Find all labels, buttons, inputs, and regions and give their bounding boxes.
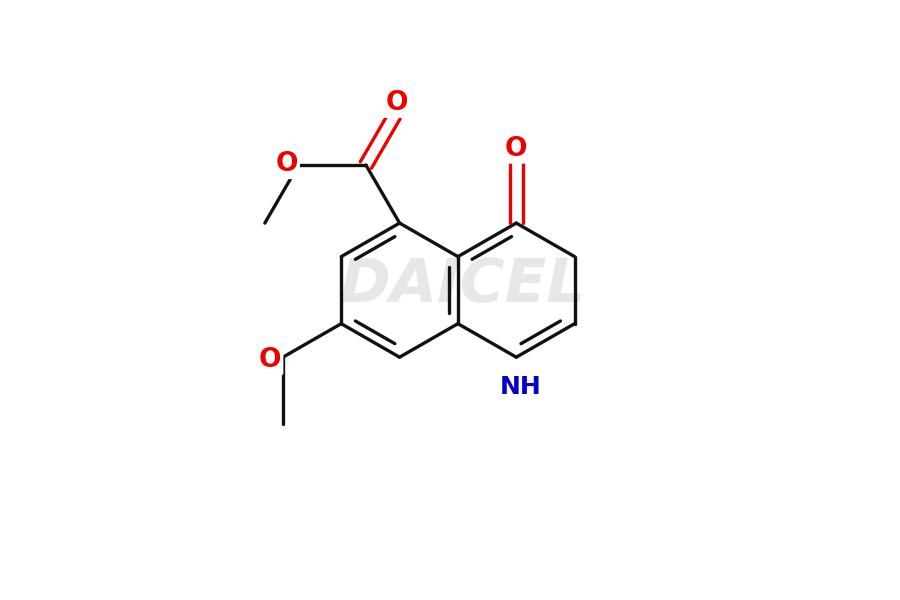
Text: O: O bbox=[505, 136, 527, 161]
Text: O: O bbox=[275, 151, 298, 177]
Text: DAICEL: DAICEL bbox=[339, 256, 586, 315]
Text: O: O bbox=[259, 347, 282, 373]
Text: O: O bbox=[385, 90, 408, 116]
Text: NH: NH bbox=[500, 375, 541, 399]
